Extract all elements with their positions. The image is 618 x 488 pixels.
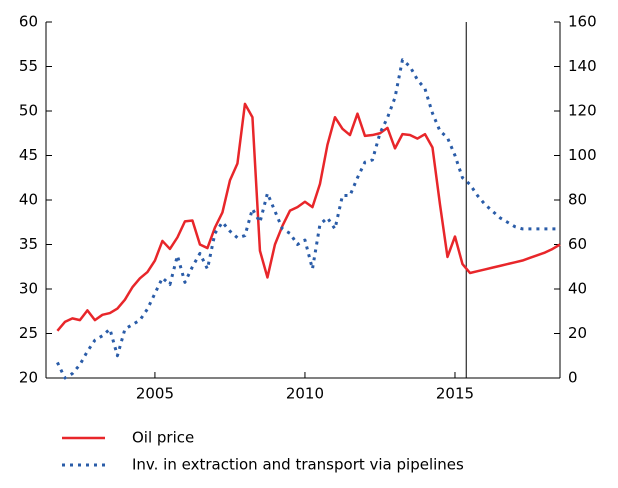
- y-tick-label: 40: [19, 191, 38, 209]
- y2-tick-label: 100: [568, 146, 597, 164]
- y2-tick-label: 0: [568, 369, 578, 387]
- y-tick-label: 60: [19, 13, 38, 31]
- series-line: [56, 58, 560, 380]
- y-tick-label: 55: [19, 57, 38, 75]
- y-tick-label: 35: [19, 235, 38, 253]
- y2-tick-label: 160: [568, 13, 597, 31]
- y-tick-label: 20: [19, 369, 38, 387]
- y-tick-label: 45: [19, 146, 38, 164]
- y2-tick-label: 60: [568, 235, 587, 253]
- y2-tick-label: 40: [568, 280, 587, 298]
- y-tick-label: 30: [19, 280, 38, 298]
- y2-tick-label: 120: [568, 102, 597, 120]
- legend-label: Oil price: [132, 429, 194, 447]
- y-tick-label: 50: [19, 102, 38, 120]
- x-tick-label: 2015: [436, 385, 474, 403]
- y2-tick-label: 140: [568, 57, 597, 75]
- legend-label: Inv. in extraction and transport via pip…: [132, 456, 464, 474]
- series-line: [56, 102, 561, 332]
- y2-tick-label: 80: [568, 191, 587, 209]
- y2-tick-label: 20: [568, 324, 587, 342]
- y-tick-label: 25: [19, 324, 38, 342]
- x-tick-label: 2010: [286, 385, 324, 403]
- x-tick-label: 2005: [136, 385, 174, 403]
